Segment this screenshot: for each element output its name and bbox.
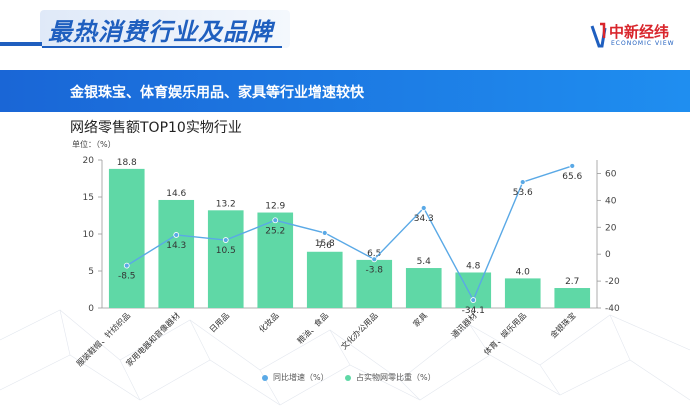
legend-item-growth: 同比增速（%） xyxy=(262,372,329,383)
bar xyxy=(554,288,591,308)
growth-data-label: 14.3 xyxy=(166,241,186,251)
x-tick-label: 日用品 xyxy=(208,311,231,334)
legend-item-share: 占实物网零比重（%） xyxy=(345,372,436,383)
bar-data-label: 7.6 xyxy=(318,241,333,251)
headline-banner xyxy=(0,70,690,112)
network-background-decoration xyxy=(0,309,690,406)
x-tick-label: 文化办公用品 xyxy=(339,310,380,351)
growth-point xyxy=(470,297,477,303)
growth-point xyxy=(321,230,328,236)
bar-data-label: 4.0 xyxy=(516,267,531,277)
growth-point xyxy=(420,205,427,211)
chart-title: 网络零售额TOP10实物行业 xyxy=(70,120,242,136)
bar xyxy=(257,212,294,308)
title-underline xyxy=(42,46,282,48)
growth-data-label: -8.5 xyxy=(118,272,136,282)
growth-data-label: 65.6 xyxy=(562,172,582,182)
growth-series-line xyxy=(126,165,573,302)
left-tick-label: 15 xyxy=(83,193,94,203)
growth-data-label: 15.8 xyxy=(315,239,335,249)
x-tick-label: 金银珠宝 xyxy=(548,310,578,340)
right-tick-label: 20 xyxy=(605,223,617,233)
bar xyxy=(207,210,244,308)
growth-point xyxy=(569,163,576,169)
right-tick-label: -20 xyxy=(605,277,620,287)
left-tick-label: 20 xyxy=(83,156,95,166)
right-tick-label: 0 xyxy=(605,250,611,260)
legend-label-growth: 同比增速（%） xyxy=(273,373,329,382)
bar xyxy=(356,259,393,308)
growth-data-label: 53.6 xyxy=(513,188,533,198)
growth-data-label: 25.2 xyxy=(265,226,285,236)
unit-label: 单位：（%） xyxy=(72,140,116,149)
logo-subtext: ECONOMIC VIEW xyxy=(611,40,675,47)
right-tick-label: -40 xyxy=(605,304,620,314)
growth-point xyxy=(123,262,130,269)
right-tick-label: 60 xyxy=(605,169,617,179)
bar xyxy=(306,251,343,308)
legend-dot-share xyxy=(345,374,351,381)
left-tick-label: 0 xyxy=(88,304,94,314)
bar-data-label: 13.2 xyxy=(216,199,236,209)
growth-point xyxy=(371,256,378,263)
bar xyxy=(108,168,145,308)
bar xyxy=(504,278,541,308)
bar-data-label: 14.6 xyxy=(166,189,186,199)
logo-icon xyxy=(590,22,607,48)
growth-data-label: -3.8 xyxy=(365,265,383,275)
bar-data-label: 5.4 xyxy=(417,257,432,267)
growth-point xyxy=(272,217,279,224)
bar-data-label: 6.5 xyxy=(367,249,381,259)
page-title: 最热消费行业及品牌 xyxy=(48,18,273,46)
growth-point xyxy=(519,179,526,185)
x-tick-label: 家具 xyxy=(411,310,429,328)
x-tick-label: 体育、娱乐用品 xyxy=(481,310,528,357)
right-tick-label: 40 xyxy=(605,196,617,206)
left-tick-label: 10 xyxy=(83,230,95,240)
title-banner xyxy=(40,10,290,48)
growth-data-label: 34.3 xyxy=(414,214,434,224)
growth-point xyxy=(173,232,180,238)
title-accent-line xyxy=(0,42,42,46)
legend-dot-growth xyxy=(262,374,268,381)
growth-point xyxy=(222,237,229,243)
growth-data-label: 10.5 xyxy=(216,246,236,256)
bar xyxy=(158,199,195,308)
bar xyxy=(405,268,442,308)
bar-data-label: 2.7 xyxy=(565,277,579,287)
x-tick-label: 家用电器和音像器材 xyxy=(124,310,182,368)
logo-text: 中新经纬 xyxy=(609,23,670,41)
growth-data-label: -34.1 xyxy=(462,306,485,316)
x-tick-label: 粮油、食品 xyxy=(295,310,330,345)
headline-text: 金银珠宝、体育娱乐用品、家具等行业增速较快 xyxy=(70,85,364,101)
left-tick-label: 5 xyxy=(88,267,94,277)
legend-label-share: 占实物网零比重（%） xyxy=(356,373,436,382)
bar-data-label: 12.9 xyxy=(265,202,285,212)
bar-data-label: 18.8 xyxy=(117,158,137,168)
x-tick-label: 服装鞋帽、针纺织品 xyxy=(74,310,132,368)
bar-data-label: 4.8 xyxy=(466,261,481,271)
x-tick-label: 化妆品 xyxy=(257,310,281,334)
